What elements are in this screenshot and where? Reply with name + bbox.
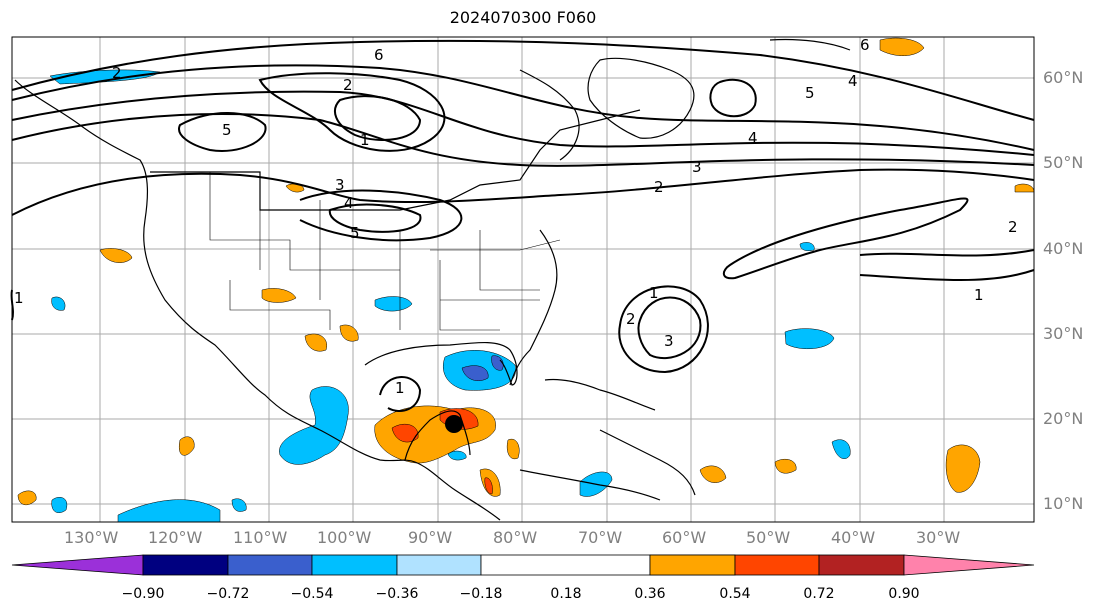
colorbar-segment [480, 554, 651, 576]
map-border [11, 36, 1035, 523]
colorbar-tick: 0.18 [550, 586, 582, 602]
lon-label: 80°W [493, 528, 538, 547]
contour-label: 2 [626, 310, 636, 328]
colorbar [11, 554, 1035, 576]
contour-label: 4 [344, 194, 354, 212]
contour-label: 1 [360, 131, 370, 149]
colorbar-segment [649, 554, 736, 576]
contour-labels: 6 2 5 1 3 4 5 4 5 4 3 2 2 1 1 2 3 1 6 2 … [14, 36, 1018, 397]
contour-label: 2 [1008, 218, 1018, 236]
contour-label: 2 [654, 178, 664, 196]
lat-label: 60°N [1043, 68, 1084, 87]
colorbar-segment [818, 554, 905, 576]
contour-label: 1 [395, 379, 405, 397]
contours [10, 39, 1035, 412]
colorbar-tick: −0.36 [375, 586, 419, 602]
shaded-fields [17, 37, 1035, 523]
colorbar-segment [11, 554, 144, 576]
contour-label: 5 [222, 121, 232, 139]
contour-label: 5 [350, 224, 360, 242]
contour-label: 3 [335, 176, 345, 194]
storm-center-marker [445, 415, 463, 433]
colorbar-segment [227, 554, 313, 576]
lon-label: 50°W [746, 528, 791, 547]
contour-label: 2 [343, 76, 353, 94]
colorbar-segment [311, 554, 398, 576]
lon-label: 60°W [662, 528, 707, 547]
lon-label: 30°W [916, 528, 961, 547]
contour-label: 6 [860, 36, 870, 54]
map-title: 2024070300 F060 [449, 8, 597, 27]
contour-label: 5 [805, 84, 815, 102]
lon-label: 120°W [148, 528, 203, 547]
lon-label: 90°W [408, 528, 453, 547]
colorbar-tick: −0.54 [290, 586, 334, 602]
colorbar-tick: 0.72 [803, 586, 835, 602]
colorbar-segment [396, 554, 482, 576]
lat-label: 50°N [1043, 153, 1084, 172]
contour-label: 3 [664, 332, 674, 350]
contour-label: 3 [692, 158, 702, 176]
contour-label: 2 [112, 64, 122, 82]
lon-label: 70°W [578, 528, 623, 547]
lon-label: 130°W [64, 528, 119, 547]
lat-label: 30°N [1043, 324, 1084, 343]
map-panel [10, 37, 1035, 523]
lon-label: 100°W [317, 528, 372, 547]
lon-label: 40°W [831, 528, 876, 547]
contour-label: 4 [848, 72, 858, 90]
colorbar-tick: −0.18 [459, 586, 503, 602]
coastlines [14, 38, 851, 521]
colorbar-tick: −0.72 [206, 586, 250, 602]
contour-label: 4 [748, 129, 758, 147]
contour-label: 6 [374, 46, 384, 64]
colorbar-segment [142, 554, 229, 576]
colorbar-tick: 0.90 [888, 586, 920, 602]
colorbar-segment [734, 554, 820, 576]
contour-label: 1 [974, 286, 984, 304]
colorbar-tick: 0.54 [719, 586, 751, 602]
lon-label: 110°W [233, 528, 288, 547]
contour-label: 1 [649, 284, 659, 302]
lat-label: 40°N [1043, 239, 1084, 258]
colorbar-tick: 0.36 [634, 586, 666, 602]
colorbar-segment [903, 554, 1035, 576]
colorbar-tick: −0.90 [121, 586, 165, 602]
contour-label: 1 [14, 289, 24, 307]
lat-label: 10°N [1043, 494, 1084, 513]
lat-label: 20°N [1043, 409, 1084, 428]
state-borders [209, 172, 561, 331]
